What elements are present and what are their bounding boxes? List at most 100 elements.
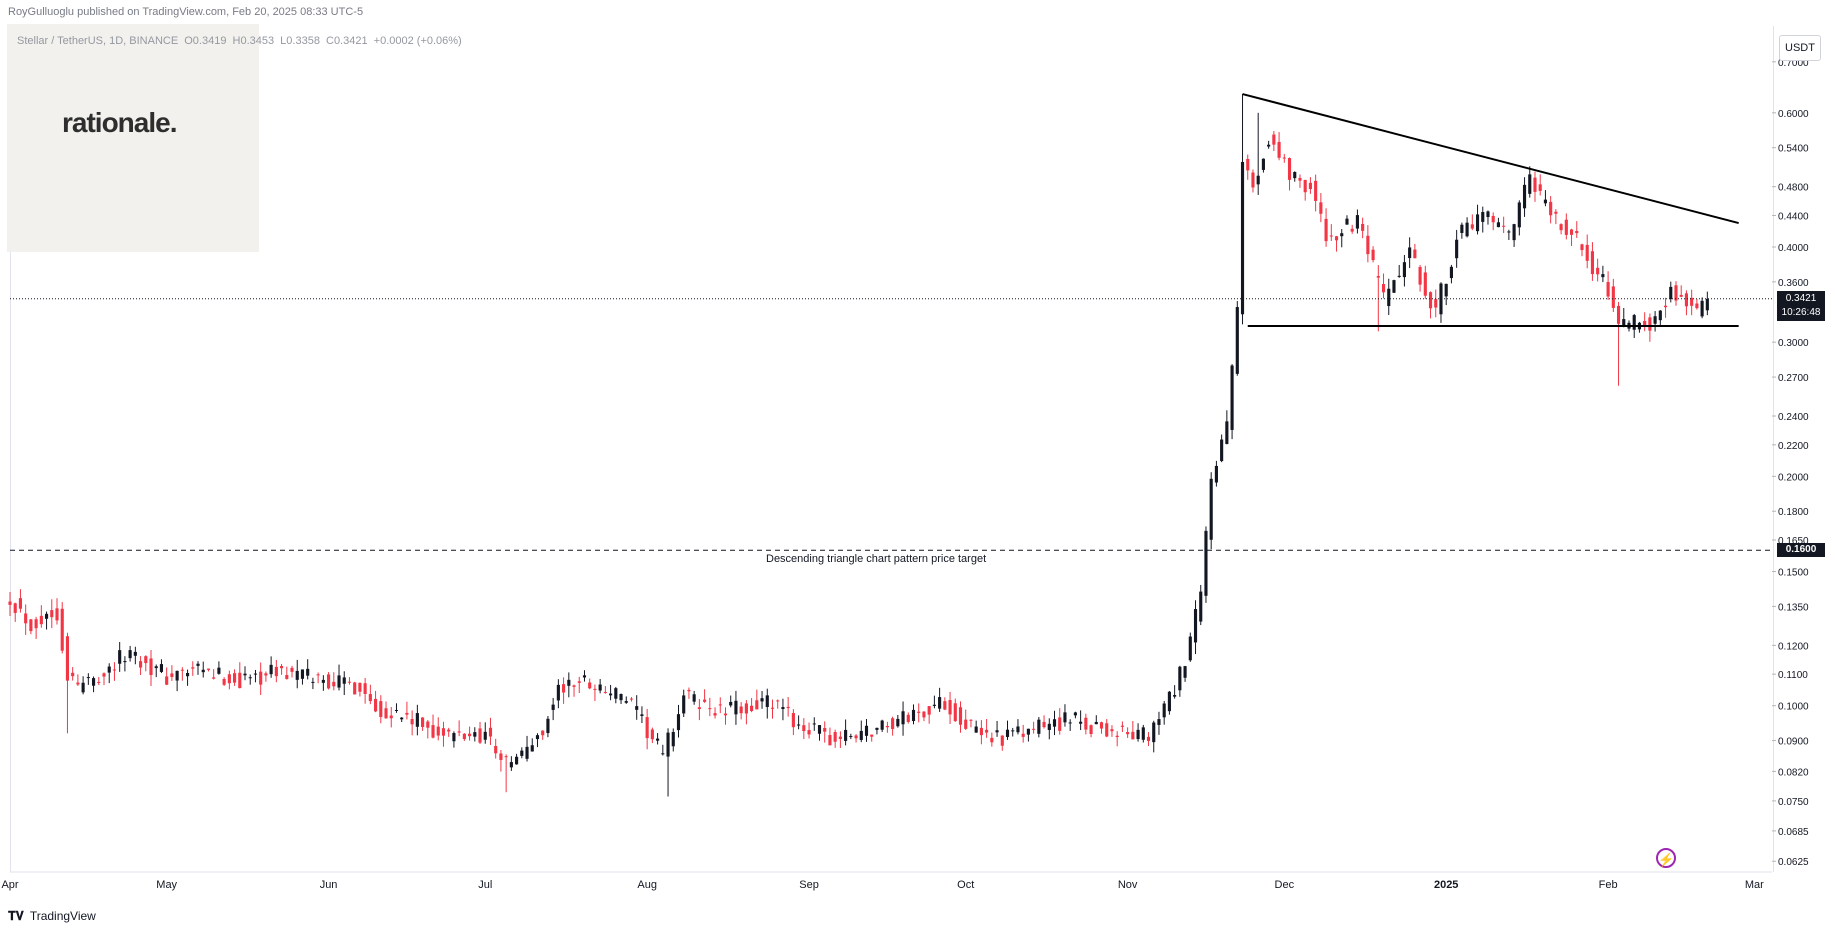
candle-body (697, 707, 701, 710)
candle-body (13, 603, 17, 613)
lightning-icon[interactable]: ⚡ (1656, 848, 1676, 868)
currency-selector[interactable]: USDT (1779, 35, 1821, 61)
y-tick-label: 0.4000 (1778, 243, 1809, 254)
candle-body (1032, 728, 1036, 730)
candle-body (353, 682, 357, 695)
candle-body (1047, 723, 1051, 730)
candle-body (1314, 180, 1318, 201)
rationale-logo: rationale. (62, 107, 177, 138)
candle-body (718, 704, 722, 706)
candle-body (911, 709, 916, 721)
candle-body (1105, 723, 1109, 737)
candle-body (1287, 158, 1292, 180)
candle-body (1199, 591, 1203, 622)
x-tick-label: May (156, 879, 177, 891)
candle-body (1439, 283, 1443, 315)
candle-body (431, 725, 435, 738)
candle-body (1663, 305, 1668, 308)
tradingview-brand: TradingView (29, 909, 96, 923)
candle-body (154, 666, 158, 669)
candle-body (1622, 319, 1626, 327)
candle-body (1376, 276, 1380, 278)
candle-body (807, 730, 811, 735)
candle-body (964, 719, 968, 729)
y-tick-label: 0.1000 (1778, 702, 1809, 713)
target-annotation[interactable]: Descending triangle chart pattern price … (766, 553, 987, 566)
candle-body (274, 666, 278, 677)
candle-body (1084, 717, 1088, 730)
candle-body (1475, 214, 1480, 232)
candle-body (238, 672, 242, 689)
candle-body (770, 707, 775, 709)
candle-body (1695, 303, 1699, 309)
descending-resistance-trendline[interactable] (1242, 93, 1739, 225)
candle-body (175, 670, 179, 681)
candle-body (363, 683, 367, 694)
y-tick-label: 0.0685 (1778, 827, 1809, 838)
y-tick-label: 0.1350 (1778, 602, 1809, 613)
candle-body (201, 669, 205, 673)
candle-body (1193, 609, 1198, 643)
candle-body (875, 727, 879, 730)
candle-body (1157, 719, 1161, 725)
candle-body (833, 732, 837, 742)
candle-body (1648, 317, 1652, 331)
candle-body (1538, 184, 1542, 191)
candle-body (1616, 305, 1621, 324)
candle-body (1225, 421, 1229, 444)
tradingview-footer[interactable]: 𝐓𝐕 TradingView (8, 909, 96, 924)
y-tick-label: 0.1500 (1778, 568, 1809, 579)
candle-body (300, 669, 305, 679)
candle-body (488, 727, 493, 737)
candle-body (1658, 310, 1662, 321)
candle-body (535, 735, 540, 740)
candle-body (473, 732, 477, 737)
candle-body (1533, 177, 1537, 192)
candle-body (1397, 275, 1401, 277)
candle-body (624, 701, 628, 703)
candle-body (786, 706, 790, 709)
candle-body (447, 729, 451, 732)
candle-body (123, 661, 127, 663)
x-tick-label: Jun (320, 879, 338, 891)
candle-body (1110, 729, 1114, 732)
symbol-name[interactable]: Stellar / TetherUS, 1D, BINANCE (17, 35, 179, 47)
candle-body (311, 681, 315, 683)
candle-body (1246, 158, 1250, 171)
y-tick-label: 0.1650 (1778, 536, 1809, 547)
candle-body (1606, 282, 1610, 297)
candle-body (1371, 249, 1375, 261)
candle-body (817, 725, 822, 734)
candle-body (656, 738, 660, 741)
candle-body (922, 711, 926, 718)
candle-body (687, 689, 691, 692)
candle-body (264, 673, 268, 676)
candle-body (1455, 239, 1459, 259)
candle-body (436, 726, 440, 736)
candle-body (81, 682, 85, 693)
candle-body (233, 673, 237, 683)
candle-body (1026, 728, 1030, 735)
candle-body (1126, 732, 1130, 735)
candle-body (541, 730, 545, 736)
candle-body (1355, 215, 1359, 229)
y-tick-label: 0.4800 (1778, 183, 1809, 194)
candle-body (186, 672, 190, 677)
candle-body (1361, 223, 1365, 231)
candle-body (614, 688, 618, 699)
candle-body (802, 725, 806, 732)
candle-body (682, 695, 686, 714)
candle-body (1575, 230, 1579, 234)
candle-body (1214, 465, 1218, 483)
candle-body (932, 704, 936, 706)
candle-body (1099, 722, 1104, 729)
candle-body (1632, 315, 1636, 330)
candle-body (180, 669, 184, 671)
candle-body (520, 750, 524, 756)
candle-body (1585, 244, 1589, 261)
y-tick-label: 0.5400 (1778, 144, 1809, 155)
candle-body (107, 666, 111, 673)
candle-body (112, 669, 117, 671)
candle-body (410, 719, 414, 725)
